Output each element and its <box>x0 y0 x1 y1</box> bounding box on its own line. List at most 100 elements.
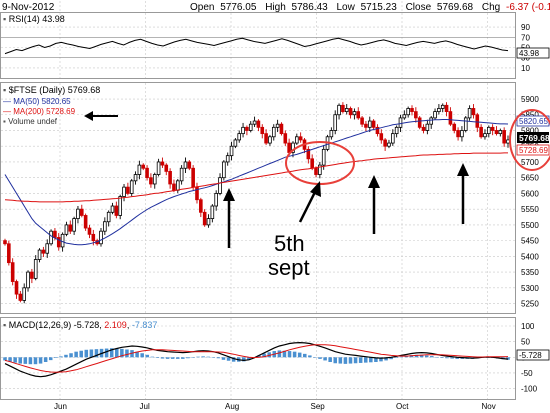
sept-arrow <box>298 189 318 223</box>
current-highlight-circle <box>509 109 550 171</box>
candle <box>87 224 92 239</box>
candle <box>122 183 126 202</box>
rsi-line <box>4 37 509 55</box>
histogram-bar <box>323 357 327 361</box>
candle <box>252 116 257 128</box>
candle <box>199 197 203 218</box>
histogram-bar <box>348 357 353 364</box>
aug-arrow-head <box>223 188 235 201</box>
candle <box>394 125 399 138</box>
candle <box>333 110 338 135</box>
candle <box>72 216 76 235</box>
candle <box>256 119 261 132</box>
candle <box>106 210 111 227</box>
candle <box>152 172 157 189</box>
candle <box>367 116 372 133</box>
annotation-5th: 5th <box>274 231 305 256</box>
histogram-bar <box>8 357 12 362</box>
close-value: 5769.68 <box>437 2 474 13</box>
histogram-bar <box>435 356 439 358</box>
candle <box>371 119 376 130</box>
macd-value-tag-box <box>516 349 550 361</box>
price-tick-label: 5500 <box>521 221 539 230</box>
x-tick-label: Sep <box>311 402 326 411</box>
x-axis-labels: Jun Jul Aug Sep Oct Nov <box>54 402 496 411</box>
histogram-bar <box>455 357 459 359</box>
candle <box>375 124 380 137</box>
histogram-bar <box>242 357 246 362</box>
histogram-bar <box>247 357 251 360</box>
legend-ma50: — MA(50) 5820.65 <box>3 97 71 106</box>
candle <box>295 133 299 145</box>
candles <box>3 102 510 304</box>
histogram-bar <box>445 357 449 359</box>
candle <box>337 103 341 120</box>
ma200-tag: 5728.69 <box>519 146 548 155</box>
histogram-bar <box>84 349 89 358</box>
price-panel: 5900585058005750570056505600555055005450… <box>0 82 550 314</box>
candle <box>490 124 495 136</box>
histogram-bar <box>257 355 261 358</box>
histogram-bar <box>318 357 322 359</box>
candle <box>202 209 207 227</box>
candle <box>237 130 242 143</box>
histogram-bar <box>196 356 200 358</box>
candle <box>145 165 149 181</box>
price-tick-label: 5250 <box>521 300 539 309</box>
candle <box>233 138 238 149</box>
legend-volume: ▪ Volume undef <box>3 117 58 126</box>
histogram-bar <box>430 356 434 358</box>
price-tick-label: 5900 <box>521 95 539 104</box>
histogram-bar <box>308 355 312 358</box>
candle <box>114 201 119 219</box>
low-label: Low <box>336 2 355 13</box>
candle <box>168 168 172 189</box>
histogram-bar <box>201 356 205 358</box>
candle <box>463 116 468 133</box>
candle <box>103 217 107 235</box>
candle <box>79 204 84 218</box>
candle <box>391 129 395 146</box>
candle <box>206 214 211 228</box>
sept-arrow-head <box>310 181 321 197</box>
header-date: 9-Nov-2012 <box>2 2 55 13</box>
candle <box>306 146 311 164</box>
price-tick-label: 5650 <box>521 174 539 183</box>
candle <box>502 127 506 147</box>
candle <box>141 163 146 171</box>
candle <box>241 122 245 138</box>
histogram-bar <box>424 355 429 358</box>
candle <box>341 102 345 114</box>
x-tick-label: Oct <box>396 402 409 411</box>
candle <box>498 128 503 137</box>
price-tick-label: 5300 <box>521 284 539 293</box>
histogram-bar <box>28 357 33 365</box>
candle <box>348 106 353 119</box>
annotation-sept: sept <box>268 255 310 280</box>
histogram-bar <box>43 357 48 362</box>
candle <box>218 173 222 196</box>
candle <box>183 157 188 173</box>
candle <box>260 124 265 139</box>
rsi-value-tag-box <box>516 47 550 59</box>
candle <box>410 105 414 116</box>
histogram-bar <box>211 357 216 358</box>
candle <box>33 255 38 281</box>
candle <box>406 106 410 118</box>
histogram-bar <box>18 357 23 364</box>
candle <box>10 258 15 286</box>
rsi-legend-label: RSI(14) 43.98 <box>9 14 65 24</box>
candle <box>229 141 234 161</box>
histogram-bar <box>23 357 28 364</box>
histogram-bar <box>69 353 73 358</box>
histogram-bar <box>358 357 363 363</box>
histogram-bar <box>221 357 226 360</box>
candle <box>245 125 249 136</box>
candle <box>314 166 318 178</box>
histogram-bar <box>282 350 287 358</box>
histogram-bar <box>363 357 368 363</box>
histogram-bar <box>262 353 266 358</box>
candle <box>387 139 391 149</box>
histogram-bar <box>297 352 302 358</box>
candle <box>45 239 50 258</box>
